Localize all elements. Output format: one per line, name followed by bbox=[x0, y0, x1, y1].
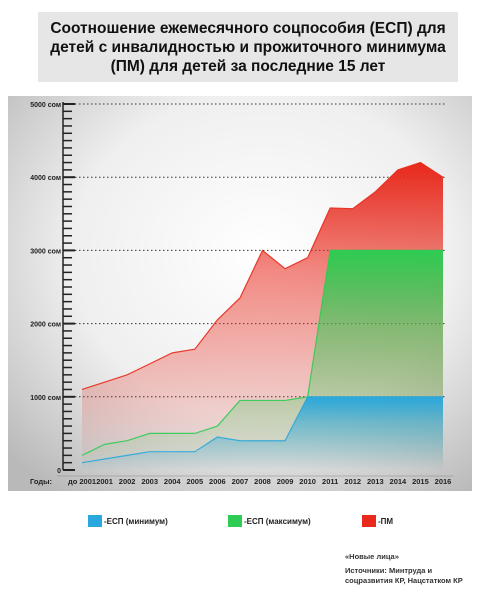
x-tick-label: 2014 bbox=[390, 477, 408, 486]
x-tick-label: 2011 bbox=[322, 477, 338, 486]
legend-item-esp-max: -ЕСП (максимум) bbox=[228, 514, 311, 528]
legend-item-esp-min: -ЕСП (минимум) bbox=[88, 514, 168, 528]
legend-label-esp-max: -ЕСП (максимум) bbox=[244, 516, 311, 526]
x-tick-label: до 2001 bbox=[68, 477, 96, 486]
x-tick-label: 2015 bbox=[412, 477, 429, 486]
chart-title-box: Соотношение ежемесячного соцпособия (ЕСП… bbox=[38, 12, 458, 82]
legend-label-pm: -ПМ bbox=[378, 516, 394, 526]
x-tick-label: 2012 bbox=[344, 477, 361, 486]
x-tick-label: 2006 bbox=[209, 477, 226, 486]
legend-label-esp-min: -ЕСП (минимум) bbox=[104, 516, 168, 526]
x-tick-label: 2002 bbox=[119, 477, 136, 486]
y-tick-label: 5000 сом bbox=[30, 102, 61, 109]
series-line-2 bbox=[81, 161, 444, 391]
x-axis-prefix: Годы: bbox=[30, 477, 52, 486]
x-tick-label: 2016 bbox=[435, 477, 452, 486]
axes: 0 1000 сом 2000 сом 3000 сом 4000 сом 5000 со… bbox=[30, 102, 453, 486]
y-tick-label: 4000 сом bbox=[30, 175, 61, 182]
y-tick-label: 2000 сом bbox=[30, 322, 61, 329]
x-tick-label: 2013 bbox=[367, 477, 384, 486]
y-tick-label: 0 bbox=[57, 468, 61, 475]
x-tick-label: 2009 bbox=[277, 477, 294, 486]
x-tick-label: 2001 bbox=[96, 477, 113, 486]
source-publisher: «Новые лица» bbox=[345, 552, 399, 561]
x-tick-label: 2007 bbox=[232, 477, 249, 486]
x-tick-label: 2010 bbox=[299, 477, 316, 486]
source-note: «Новые лица» Источники: Минтруда и соцра… bbox=[345, 552, 475, 586]
x-tick-label: 2005 bbox=[186, 477, 203, 486]
series-areas bbox=[81, 161, 444, 470]
y-tick-label: 3000 сом bbox=[30, 248, 61, 255]
chart-title: Соотношение ежемесячного соцпособия (ЕСП… bbox=[50, 19, 446, 75]
x-tick-label: 2004 bbox=[164, 477, 182, 486]
y-tick-label: 1000 сом bbox=[30, 395, 61, 402]
legend-swatch-esp-min bbox=[88, 515, 102, 527]
series-line-1 bbox=[81, 249, 443, 456]
source-text: Источники: Минтруда и соцразвития КР, На… bbox=[345, 566, 463, 585]
legend-swatch-esp-max bbox=[228, 515, 242, 527]
legend-item-pm: -ПМ bbox=[362, 514, 393, 528]
legend-swatch-pm bbox=[362, 515, 376, 527]
x-tick-label: 2003 bbox=[141, 477, 158, 486]
x-tick-label: 2008 bbox=[254, 477, 271, 486]
series-line-0 bbox=[81, 396, 443, 464]
